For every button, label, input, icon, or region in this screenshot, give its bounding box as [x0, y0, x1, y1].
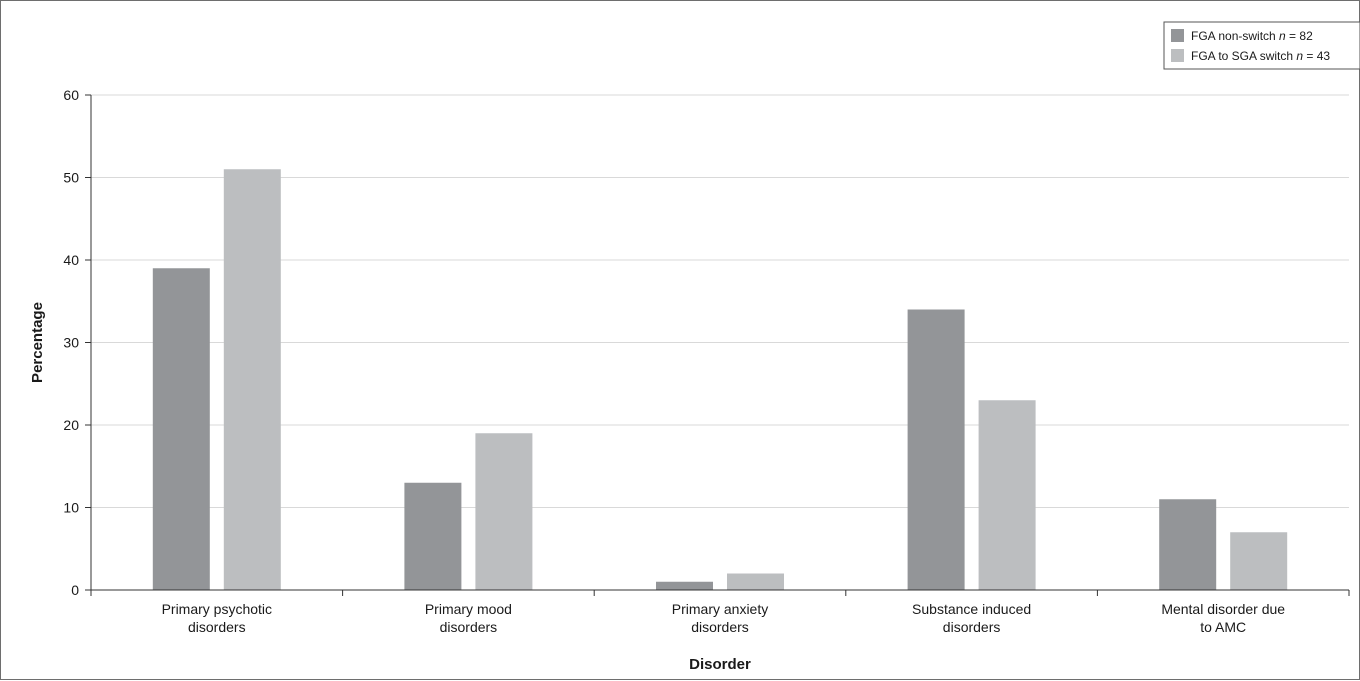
legend-label-n: n	[1279, 29, 1286, 43]
y-tick-label: 40	[63, 252, 79, 268]
legend-label-prefix: FGA non-switch	[1191, 29, 1279, 43]
axes	[85, 94, 1350, 596]
x-tick-label: Primary psychotic	[162, 601, 272, 617]
x-tick-label: Substance induced	[912, 601, 1031, 617]
y-tick-label: 0	[71, 582, 79, 598]
x-tick-label: disorders	[691, 619, 749, 635]
legend-swatch-0	[1171, 29, 1184, 42]
legend-label-n: n	[1296, 49, 1303, 63]
bar-series-0-cat-4	[1159, 499, 1217, 590]
bar-series-1-cat-0	[223, 169, 281, 590]
legend: FGA non-switch n = 82 FGA to SGA switch n…	[1163, 21, 1360, 70]
bar-series-0-cat-1	[404, 482, 462, 590]
legend-label-suffix: = 82	[1286, 29, 1313, 43]
bar-series-0-cat-0	[152, 268, 210, 590]
bars	[152, 169, 1288, 590]
legend-label-1: FGA to SGA switch n = 43	[1191, 49, 1330, 63]
x-tick-label: disorders	[440, 619, 498, 635]
legend-label-0: FGA non-switch n = 82	[1191, 29, 1313, 43]
legend-label-suffix: = 43	[1303, 49, 1330, 63]
x-tick-label: Mental disorder due	[1161, 601, 1285, 617]
bar-series-0-cat-2	[656, 581, 713, 590]
gridlines	[91, 94, 1349, 508]
x-tick-label: Primary anxiety	[672, 601, 768, 617]
bar-series-1-cat-2	[727, 573, 784, 590]
x-tick-label: to AMC	[1200, 619, 1246, 635]
legend-swatch-1	[1171, 49, 1184, 62]
y-tick-label: 20	[63, 417, 79, 433]
x-tick-label: disorders	[943, 619, 1001, 635]
legend-label-prefix: FGA to SGA switch	[1191, 49, 1296, 63]
y-tick-label: 60	[63, 87, 79, 103]
labels: 0 10 20 30 40 50 60 Primary psychotic disorders P…	[63, 87, 1285, 635]
y-tick-label: 50	[63, 170, 79, 186]
bar-series-1-cat-4	[1230, 532, 1288, 590]
bar-series-1-cat-3	[978, 400, 1036, 590]
y-axis-title: Percentage	[29, 302, 46, 383]
x-axis-title: Disorder	[689, 656, 751, 673]
bar-series-0-cat-3	[907, 309, 965, 590]
x-tick-label: Primary mood	[425, 601, 512, 617]
y-tick-label: 10	[63, 500, 79, 516]
x-tick-label: disorders	[188, 619, 246, 635]
y-tick-label: 30	[63, 335, 79, 351]
legend-box	[1163, 21, 1360, 70]
bar-series-1-cat-1	[475, 433, 533, 590]
